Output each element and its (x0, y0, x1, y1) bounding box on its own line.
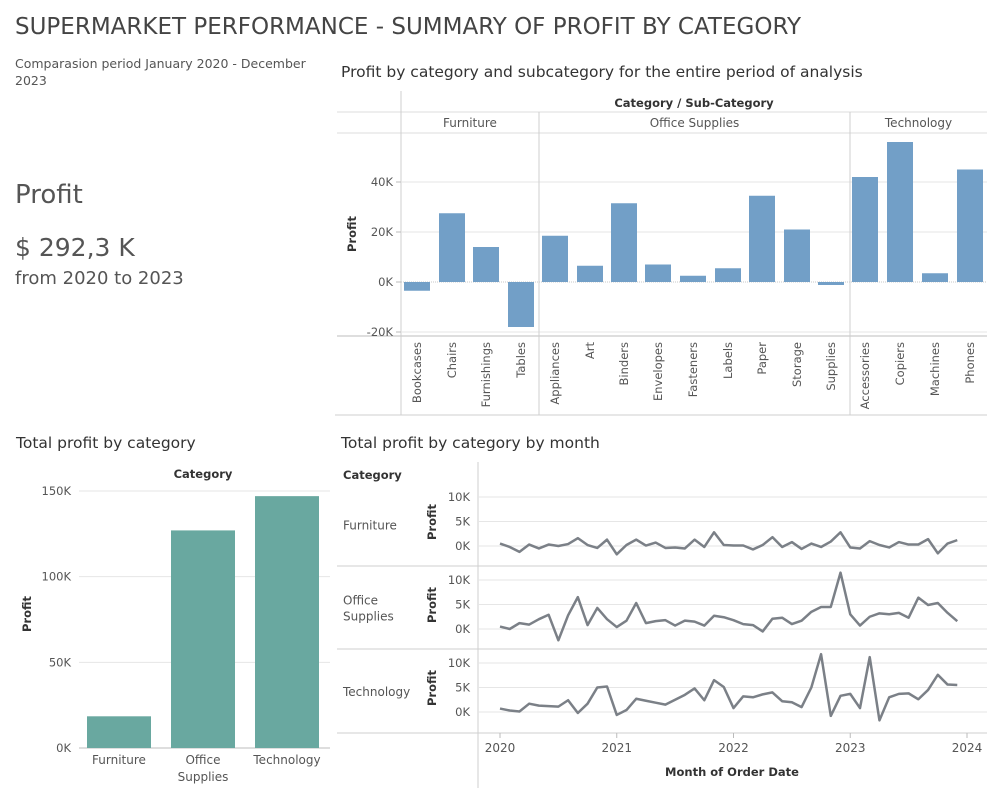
y-tick-label: 0K (378, 275, 393, 289)
category-header-furniture: Furniture (443, 116, 497, 130)
category-header-office-supplies: Office Supplies (650, 116, 740, 130)
dashboard-title: SUPERMARKET PERFORMANCE - SUMMARY OF PRO… (15, 14, 801, 40)
monthly-chart-title: Total profit by category by month (341, 434, 600, 452)
line-office-supplies (499, 571, 959, 642)
x-tick-label: Phones (963, 342, 977, 384)
y-tick-label: 5K (455, 681, 470, 695)
x-tick-label: Accessories (858, 342, 872, 409)
bar-art (577, 265, 603, 282)
x-tick-label: 2023 (835, 741, 866, 755)
y-tick-label: 5K (455, 598, 470, 612)
bar-labels (715, 268, 741, 282)
y-axis-title: Profit (425, 586, 439, 623)
bar-furnishings (473, 247, 499, 282)
x-tick-label: Appliances (548, 342, 562, 405)
y-tick-label: 10K (448, 656, 471, 670)
y-tick-label: 10K (448, 490, 471, 504)
x-tick-label: Binders (617, 342, 631, 385)
x-tick-label: 2022 (718, 741, 749, 755)
y-tick-label: 5K (455, 515, 470, 529)
bar-chairs (439, 213, 465, 282)
x-tick-label: Storage (790, 342, 804, 387)
y-tick-label: 0K (455, 705, 470, 719)
y-axis-title: Profit (425, 669, 439, 706)
kpi-label: Profit (15, 180, 83, 210)
bar-envelopes (645, 264, 671, 282)
x-tick-label: Art (583, 342, 597, 360)
y-tick-label: 150K (42, 484, 72, 498)
y-tick-label: 100K (42, 570, 72, 584)
bar-furniture (87, 716, 151, 748)
x-tick-label: Copiers (893, 342, 907, 385)
x-tick-label: Tables (514, 342, 528, 379)
bar-storage (784, 229, 810, 282)
x-tick-label: 2021 (601, 741, 632, 755)
y-tick-label: 10K (448, 573, 471, 587)
bar-binders (611, 203, 637, 282)
x-tick-label: Fasteners (686, 342, 700, 397)
row-label-office-supplies: Supplies (343, 610, 394, 624)
bar-paper (749, 195, 775, 282)
bar-office-supplies (171, 530, 235, 748)
row-label-technology: Technology (342, 685, 410, 699)
bar-fasteners (680, 275, 706, 282)
x-tick-label: Supplies (824, 342, 838, 391)
bar-machines (922, 273, 948, 282)
row-header-label: Category (343, 468, 402, 482)
y-tick-label: 40K (371, 175, 394, 189)
y-tick-label: 20K (371, 225, 394, 239)
x-tick-label: 2020 (485, 741, 516, 755)
category-header-label: Category (174, 467, 233, 481)
x-tick-label: Office (185, 753, 220, 767)
x-tick-label: Furnishings (479, 342, 493, 407)
x-tick-label: Bookcases (410, 342, 424, 403)
y-axis-title: Profit (425, 503, 439, 540)
y-tick-label: 0K (56, 741, 71, 755)
subcategory-chart-title: Profit by category and subcategory for t… (341, 63, 863, 81)
category-y-axis-title: Profit (20, 595, 34, 632)
bar-phones (957, 169, 983, 282)
row-label-office-supplies: Office (343, 594, 378, 608)
x-tick-label: 2024 (952, 741, 983, 755)
row-label-furniture: Furniture (343, 519, 397, 533)
category-chart-title: Total profit by category (16, 434, 196, 452)
comparison-period: Comparasion period January 2020 - Decemb… (15, 56, 306, 88)
x-tick-label: Labels (721, 342, 735, 379)
bar-copiers (887, 142, 913, 282)
kpi-range: from 2020 to 2023 (15, 268, 184, 289)
bar-accessories (852, 177, 878, 282)
y-tick-label: 0K (455, 622, 470, 636)
bar-technology (255, 496, 319, 748)
x-tick-label: Envelopes (651, 342, 665, 401)
subcategory-header-label: Category / Sub-Category (614, 96, 774, 110)
line-technology (499, 652, 958, 722)
x-tick-label: Machines (928, 342, 942, 396)
bar-bookcases (404, 282, 430, 291)
x-tick-label: Technology (252, 753, 320, 767)
bar-supplies (818, 282, 844, 285)
kpi-value: $ 292,3 K (15, 233, 135, 262)
x-axis-title: Month of Order Date (665, 765, 799, 779)
y-tick-label: -20K (367, 325, 394, 339)
y-tick-label: 0K (455, 539, 470, 553)
x-tick-label: Chairs (445, 342, 459, 378)
y-axis-title: Profit (345, 215, 359, 252)
line-furniture (499, 531, 958, 556)
bar-appliances (542, 235, 568, 282)
x-tick-label: Paper (755, 342, 769, 375)
x-tick-label: Supplies (178, 770, 229, 784)
x-tick-label: Furniture (92, 753, 146, 767)
bar-tables (508, 282, 534, 327)
category-header-technology: Technology (884, 116, 952, 130)
y-tick-label: 50K (49, 655, 72, 669)
